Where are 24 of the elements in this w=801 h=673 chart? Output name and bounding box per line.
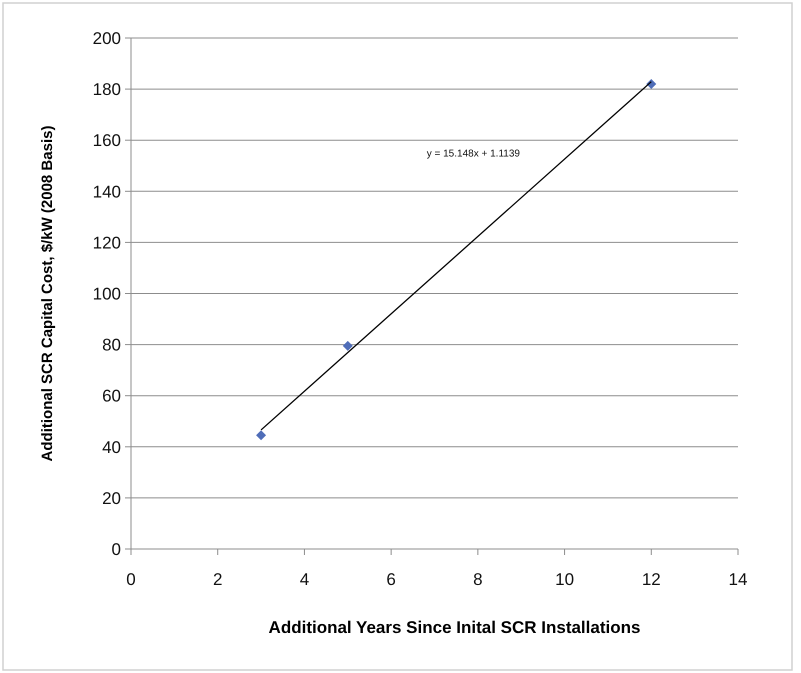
y-tick-label: 200 xyxy=(92,28,121,48)
y-tick-label: 20 xyxy=(102,488,121,508)
y-tick-label: 140 xyxy=(92,182,121,202)
x-tick-label: 14 xyxy=(728,570,748,589)
y-tick-label: 120 xyxy=(92,233,121,252)
point xyxy=(256,430,266,440)
x-tick-label: 4 xyxy=(300,570,310,589)
y-tick-label: 40 xyxy=(102,438,121,457)
x-axis-title: Additional Years Since Inital SCR Installations xyxy=(268,618,640,637)
x-tick-label: 2 xyxy=(212,570,222,589)
point xyxy=(342,340,353,351)
x-tick-label: 6 xyxy=(386,570,396,589)
y-tick-label: 180 xyxy=(92,80,121,100)
x-tick-label: 12 xyxy=(642,570,661,589)
annotation: y = 15.148x + 1.1139 xyxy=(426,148,520,160)
y-axis-title: Additional SCR Capital Cost, $/kW (2008 Basis) xyxy=(39,126,56,462)
x-tick-label: 10 xyxy=(555,570,574,589)
y-tick-label: 80 xyxy=(102,336,121,355)
y-tick-label: 100 xyxy=(92,284,121,304)
x-tick-label: 0 xyxy=(126,570,136,589)
y-tick-label: 160 xyxy=(92,131,121,150)
x-tick-label: 8 xyxy=(473,570,483,589)
y-tick-label: 60 xyxy=(102,386,121,406)
y-tick-label: 0 xyxy=(112,540,121,559)
